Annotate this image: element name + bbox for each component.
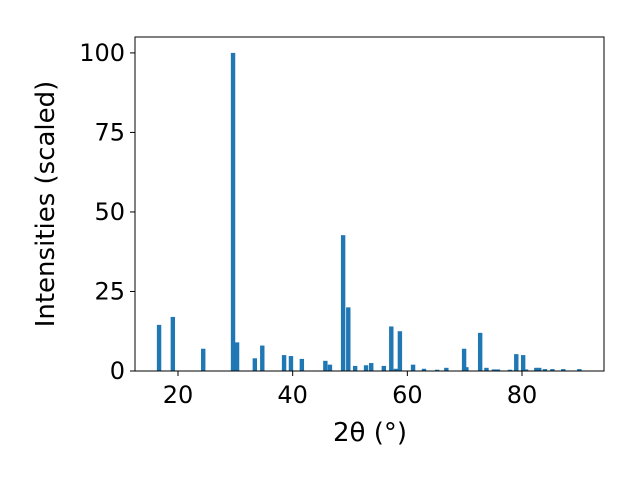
x-axis-label: 2θ (°) [333,418,407,448]
bar [381,365,387,371]
bar [461,348,467,371]
bar [170,316,176,371]
bar [393,368,399,371]
bar [260,345,265,371]
bar [444,367,449,371]
bar [234,342,240,371]
bar [352,365,358,371]
bar [327,364,333,371]
y-tick-label: 25 [94,277,125,305]
bar [389,326,394,371]
x-tick-label: 40 [277,381,308,409]
bar [534,367,539,371]
bar [281,355,287,371]
x-tick-label: 20 [163,381,194,409]
bar [299,358,305,371]
bar [410,364,416,371]
bar [434,369,440,371]
bar [577,369,582,371]
x-tick-label: 60 [392,381,423,409]
bar [363,365,369,371]
bar [369,363,374,371]
plot-area [156,52,582,372]
bar [477,332,483,371]
bar [397,331,403,371]
bar [340,235,346,371]
bar [484,367,489,371]
axes-frame [134,36,605,372]
bar [288,356,294,371]
bar [421,368,427,371]
bar [514,354,519,371]
bar [156,324,162,371]
bar [201,348,206,371]
bar [537,367,542,371]
bar [542,369,548,371]
bar [323,360,328,371]
x-tick-label: 80 [507,381,538,409]
bar [491,369,497,371]
bar [252,358,258,371]
y-tick-label: 75 [94,118,125,146]
y-axis-label: Intensities (scaled) [31,81,61,328]
bar [346,307,351,371]
bar [464,367,469,371]
y-tick-label: 50 [94,198,125,226]
bar [230,52,236,372]
bar [550,369,555,371]
bar [507,369,513,371]
y-tick-label: 0 [110,357,125,385]
bar [523,369,529,371]
y-tick-label: 100 [79,39,125,67]
bar [495,369,501,371]
bar [561,369,566,371]
bar [520,355,526,371]
